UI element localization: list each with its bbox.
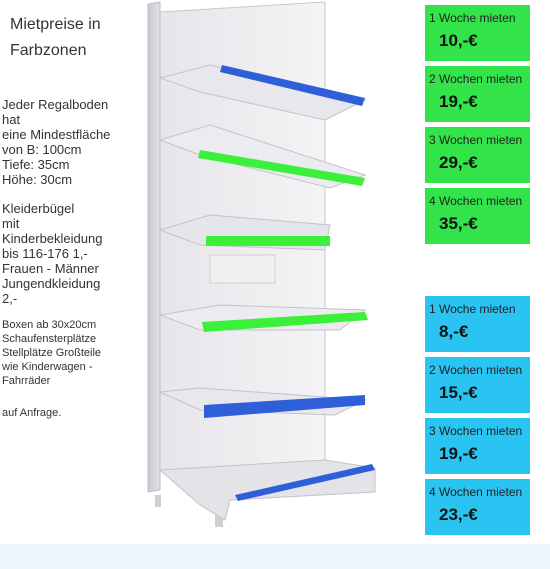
- boxes-info: Boxen ab 30x20cm Schaufensterplätze Stel…: [2, 318, 154, 388]
- price-box-blue-3: 3 Wochen mieten 19,-€: [425, 418, 530, 474]
- price-box-green-3: 3 Wochen mieten 29,-€: [425, 127, 530, 183]
- shelf-info: Jeder Regalboden hat eine Mindestfläche …: [2, 97, 154, 187]
- boxes-line: Fahrräder: [2, 375, 51, 387]
- price-label: 4 Wochen mieten: [429, 194, 523, 208]
- shelf-line: Höhe: 30cm: [2, 172, 73, 187]
- price-label: 1 Woche mieten: [429, 302, 516, 316]
- clothing-line: Kinderbekleidung: [2, 231, 103, 246]
- price-value: 23,-€: [439, 505, 478, 524]
- price-value: 19,-€: [439, 444, 478, 463]
- clothing-line: Frauen - Männer: [2, 261, 99, 276]
- boxes-line: wie Kinderwagen -: [2, 361, 93, 373]
- price-value: 10,-€: [439, 31, 478, 50]
- shelf-line: Jeder Regalboden: [2, 97, 109, 112]
- shelf-3: [158, 214, 331, 251]
- clothing-info: Kleiderbügel mit Kinderbekleidung bis 11…: [2, 201, 154, 306]
- title-line-2: Farbzonen: [10, 42, 87, 59]
- shelf-1: [158, 64, 367, 121]
- title-line-1: Mietpreise in: [10, 16, 101, 33]
- price-box-green-2: 2 Wochen mieten 19,-€: [425, 66, 530, 122]
- price-box-green-1: 1 Woche mieten 10,-€: [425, 5, 530, 61]
- boxes-line: Boxen ab 30x20cm: [2, 319, 97, 331]
- price-label: 2 Wochen mieten: [429, 72, 523, 86]
- shelf-2: [158, 124, 367, 189]
- clothing-line: bis 116-176 1,-: [2, 246, 88, 261]
- shelf-line: eine Mindestfläche: [2, 127, 111, 142]
- price-box-blue-2: 2 Wochen mieten 15,-€: [425, 357, 530, 413]
- page-title: Mietpreise in Farbzonen: [10, 12, 101, 64]
- request-note: auf Anfrage.: [2, 407, 62, 419]
- price-box-blue-1: 1 Woche mieten 8,-€: [425, 296, 530, 352]
- footer-strip: [0, 544, 550, 569]
- shelf-4: [158, 254, 368, 332]
- boxes-line: Schaufensterplätze: [2, 333, 97, 345]
- shelf-line: hat: [2, 112, 21, 127]
- price-label: 2 Wochen mieten: [429, 363, 523, 377]
- clothing-line: Kleiderbügel: [2, 201, 75, 216]
- shelf-line: von B: 100cm: [2, 142, 82, 157]
- shelf-6: [158, 459, 376, 521]
- shelf-illustration: [147, 1, 376, 527]
- price-value: 15,-€: [439, 383, 478, 402]
- clothing-line: Jungendkleidung: [2, 276, 101, 291]
- price-value: 19,-€: [439, 92, 478, 111]
- price-label: 3 Wochen mieten: [429, 133, 523, 147]
- price-label: 1 Woche mieten: [429, 11, 516, 25]
- shelf-5: [158, 387, 367, 418]
- price-label: 4 Wochen mieten: [429, 485, 523, 499]
- boxes-line: Stellplätze Großteile: [2, 347, 102, 359]
- price-box-blue-4: 4 Wochen mieten 23,-€: [425, 479, 530, 535]
- price-label: 3 Wochen mieten: [429, 424, 523, 438]
- price-box-green-4: 4 Wochen mieten 35,-€: [425, 188, 530, 244]
- price-value: 35,-€: [439, 214, 478, 233]
- price-value: 8,-€: [439, 322, 469, 341]
- clothing-line: 2,-: [2, 291, 18, 306]
- price-value: 29,-€: [439, 153, 478, 172]
- clothing-line: mit: [2, 216, 20, 231]
- shelf-line: Tiefe: 35cm: [2, 157, 70, 172]
